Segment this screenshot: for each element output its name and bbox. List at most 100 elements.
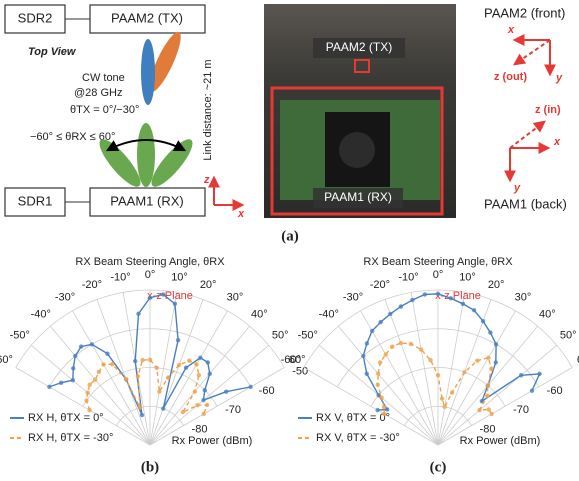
data-point bbox=[379, 395, 383, 399]
label: @28 GHz bbox=[74, 87, 122, 99]
photo: PAAM2 (TX) PAAM1 (RX) bbox=[264, 4, 456, 218]
rx-beam bbox=[137, 123, 155, 187]
data-point bbox=[537, 372, 541, 376]
data-point bbox=[87, 408, 91, 412]
data-point bbox=[157, 389, 161, 393]
data-point bbox=[423, 292, 427, 296]
label: x bbox=[237, 208, 245, 220]
data-point bbox=[181, 410, 185, 414]
label: SDR2 bbox=[18, 10, 53, 25]
theta-tick-label: 10° bbox=[171, 271, 188, 283]
label: PAAM1 (back) bbox=[484, 196, 567, 211]
data-point bbox=[166, 375, 170, 379]
grid-spoke bbox=[438, 368, 572, 446]
theta-tick-label: -20° bbox=[370, 279, 390, 291]
data-point bbox=[198, 356, 202, 360]
theta-tick-label: 50° bbox=[272, 330, 289, 342]
data-point bbox=[409, 342, 413, 346]
data-point bbox=[419, 347, 423, 351]
theta-tick-label: -30° bbox=[343, 292, 363, 304]
theta-tick-label: -50° bbox=[298, 330, 318, 342]
label: Link distance: ~21 m bbox=[202, 59, 214, 160]
theta-tick-label: -40° bbox=[319, 309, 339, 321]
data-point bbox=[133, 359, 137, 363]
theta-tick-label: 0° bbox=[433, 269, 444, 281]
data-point bbox=[461, 302, 465, 306]
data-point bbox=[365, 341, 369, 345]
data-point bbox=[428, 358, 432, 362]
data-point bbox=[140, 413, 144, 417]
legend-label: RX V, θTX = -30° bbox=[316, 432, 400, 444]
panel-label: (a) bbox=[281, 228, 299, 244]
theta-tick-label: 20° bbox=[488, 279, 505, 291]
data-point bbox=[486, 356, 490, 360]
theta-tick-label: -60° bbox=[281, 354, 301, 366]
data-point bbox=[378, 320, 382, 324]
theta-tick-label: -10° bbox=[398, 271, 418, 283]
data-point bbox=[489, 367, 493, 371]
data-point bbox=[383, 352, 387, 356]
r-tick-label: -60 bbox=[259, 385, 275, 397]
axis-label: Rx Power (dBm) bbox=[460, 435, 541, 447]
data-point bbox=[148, 358, 152, 362]
theta-tick-label: 10° bbox=[459, 271, 476, 283]
theta-tick-label: -40° bbox=[31, 309, 51, 321]
label: z (in) bbox=[535, 104, 561, 116]
label: y bbox=[513, 182, 521, 194]
data-point bbox=[370, 329, 374, 333]
data-point bbox=[530, 389, 534, 393]
data-point bbox=[361, 354, 365, 358]
data-point bbox=[184, 366, 188, 370]
chart-title: RX Beam Steering Angle, θRX bbox=[363, 256, 513, 268]
coordinate-frames: PAAM2 (front) x y z (out) z (in) x y PAA… bbox=[484, 5, 567, 211]
theta-tick-label: 30° bbox=[515, 292, 532, 304]
data-point bbox=[124, 377, 128, 381]
label: PAAM2 (front) bbox=[484, 5, 565, 20]
data-point bbox=[71, 378, 75, 382]
theta-tick-label: -30° bbox=[55, 292, 75, 304]
data-point bbox=[488, 330, 492, 334]
data-point bbox=[140, 358, 144, 362]
data-point bbox=[494, 342, 498, 346]
r-tick-label: -60 bbox=[547, 385, 563, 397]
data-point bbox=[177, 363, 181, 367]
data-point bbox=[84, 398, 88, 402]
data-point bbox=[88, 383, 92, 387]
panel-label: (b) bbox=[141, 459, 159, 475]
data-point bbox=[136, 374, 140, 378]
data-point bbox=[485, 393, 489, 397]
data-point bbox=[382, 412, 386, 416]
data-point bbox=[388, 312, 392, 316]
axis-arrow bbox=[510, 122, 544, 148]
data-point bbox=[206, 360, 210, 364]
data-point bbox=[399, 304, 403, 308]
data-point bbox=[224, 389, 228, 393]
setup-diagram: SDR2 PAAM2 (TX) Top View CW tone @28 GHz… bbox=[5, 5, 245, 220]
data-point bbox=[187, 359, 191, 363]
data-point bbox=[376, 372, 380, 376]
label: CW tone bbox=[82, 72, 125, 84]
r-tick-label: -80 bbox=[480, 424, 496, 436]
legend-label: RX H, θTX = 0° bbox=[28, 412, 104, 424]
label: θTX = 0°/−30° bbox=[70, 104, 139, 116]
data-point bbox=[201, 412, 205, 416]
data-point bbox=[201, 398, 205, 402]
data-point bbox=[365, 372, 369, 376]
data-point bbox=[105, 351, 109, 355]
label: x bbox=[507, 24, 515, 36]
data-point bbox=[378, 360, 382, 364]
data-point bbox=[203, 388, 207, 392]
data-point bbox=[449, 296, 453, 300]
data-point bbox=[494, 360, 498, 364]
grid-spoke bbox=[338, 326, 438, 445]
data-point bbox=[176, 338, 180, 342]
data-point bbox=[462, 370, 466, 374]
r-tick-label: -80 bbox=[192, 424, 208, 436]
data-point bbox=[59, 381, 63, 385]
r-tick-label: -70 bbox=[225, 404, 241, 416]
label: PAAM1 (RX) bbox=[110, 193, 183, 208]
data-point bbox=[93, 377, 97, 381]
label: z bbox=[203, 174, 210, 186]
legend-label: RX H, θTX = -30° bbox=[28, 432, 113, 444]
theta-tick-label: -60° bbox=[0, 354, 13, 366]
